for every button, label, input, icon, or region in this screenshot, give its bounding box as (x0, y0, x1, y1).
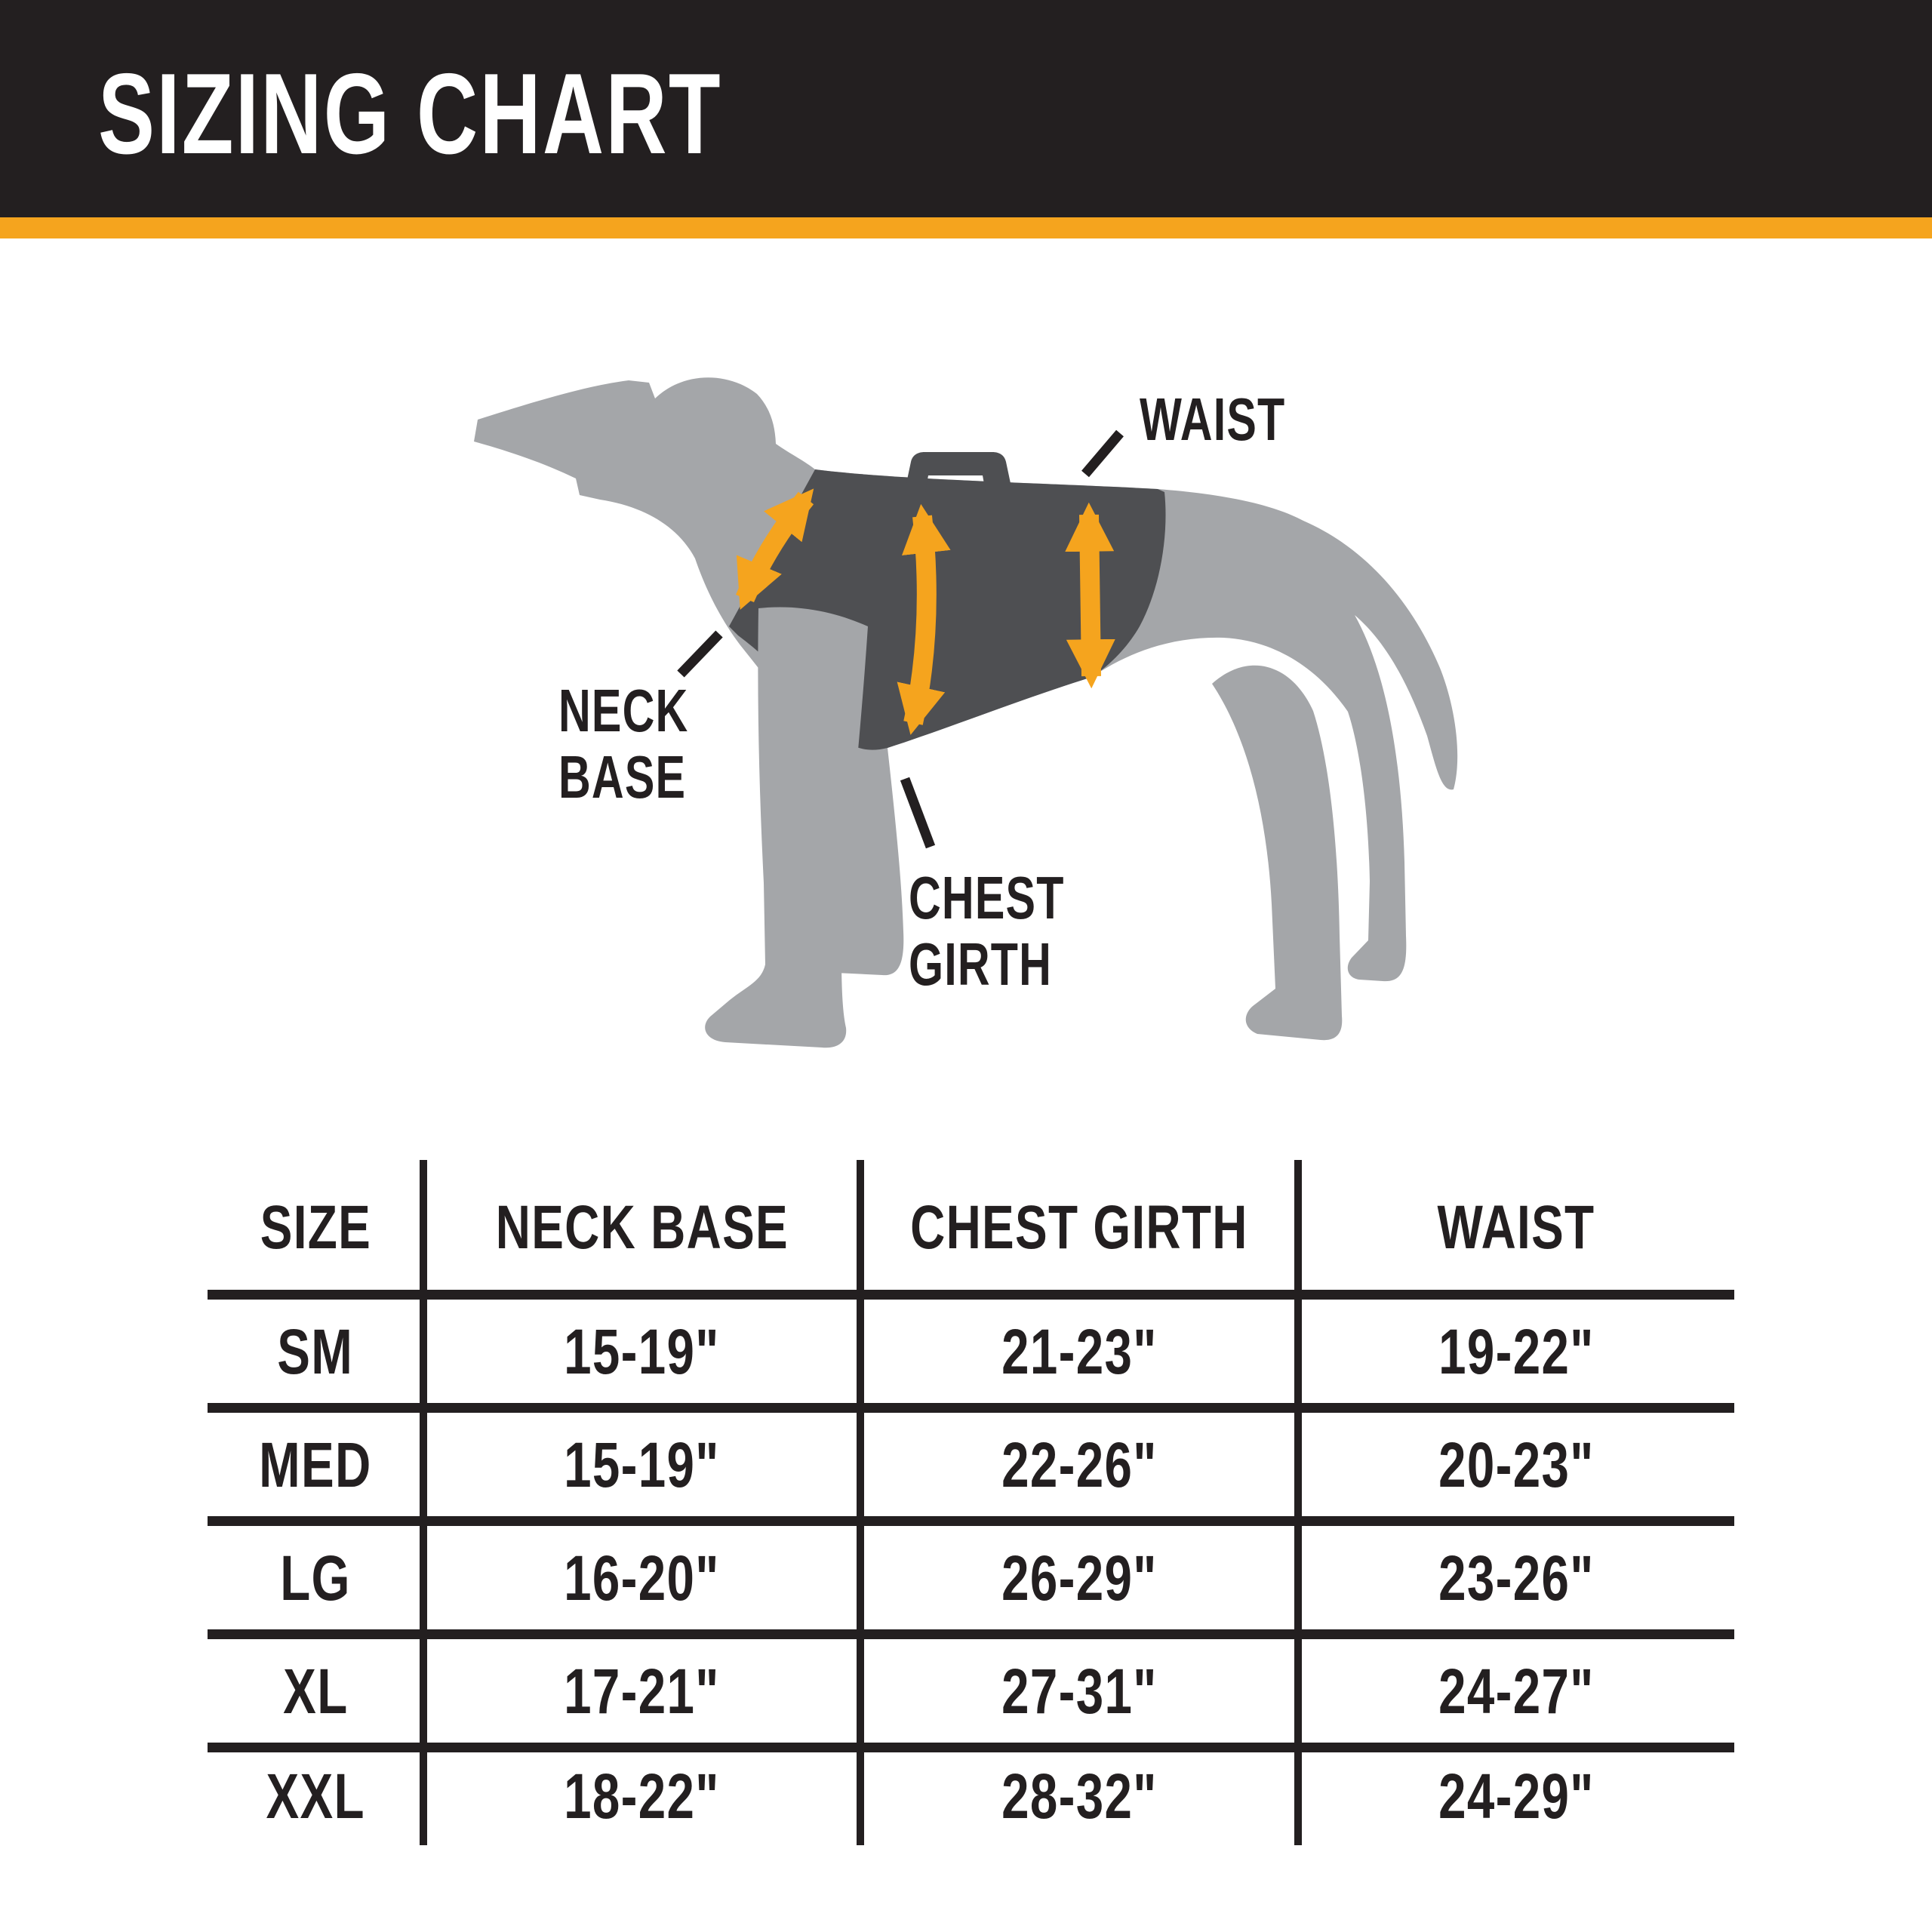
row-lg-size: LG (280, 1542, 351, 1614)
table-horizontal-rule-5 (208, 1743, 1734, 1752)
waist-label: WAIST (1140, 386, 1286, 453)
row-xl-waist: 24-27" (1438, 1655, 1595, 1727)
chest-girth-tick-line (900, 777, 936, 849)
col-header-chest-girth: CHEST GIRTH (910, 1192, 1248, 1262)
neck-base-tick-line (677, 630, 723, 678)
sizing-table-grid: SIZE NECK BASE CHEST GIRTH WAIST SM 15-1… (208, 1160, 1734, 1845)
page-title: SIZING CHART (98, 57, 941, 171)
row-med-size: MED (259, 1429, 372, 1500)
table-horizontal-rule-2 (208, 1403, 1734, 1413)
row-med-chest-girth: 22-26" (1001, 1429, 1158, 1500)
dog-front-leg (705, 607, 868, 1048)
accent-stripe (0, 217, 1932, 238)
row-med-neck-base: 15-19" (564, 1429, 720, 1500)
dog-measurement-diagram: WAIST NECK BASE CHEST GIRTH (0, 236, 1932, 1172)
col-header-size: SIZE (260, 1192, 371, 1262)
row-xxl-waist: 24-29" (1438, 1761, 1595, 1832)
row-sm-size: SM (277, 1315, 354, 1387)
row-sm-chest-girth: 21-23" (1001, 1315, 1158, 1387)
page-title-text: SIZING CHART (98, 50, 722, 178)
sizing-table: SIZE NECK BASE CHEST GIRTH WAIST SM 15-1… (208, 1160, 1734, 1845)
row-sm-neck-base: 15-19" (564, 1315, 720, 1387)
neck-base-measure-arrow (736, 488, 814, 610)
waist-measure-arrow (1065, 502, 1115, 689)
col-header-neck-base: NECK BASE (495, 1192, 789, 1262)
dog-rear-leg (1212, 665, 1343, 1041)
row-xxl-size: XXL (266, 1761, 365, 1832)
chest-girth-label: CHEST GIRTH (909, 864, 1065, 998)
table-horizontal-rule-3 (208, 1516, 1734, 1526)
row-lg-waist: 23-26" (1438, 1542, 1595, 1614)
row-lg-neck-base: 16-20" (564, 1542, 720, 1614)
table-vertical-rule-3 (1294, 1160, 1302, 1845)
table-vertical-rule-1 (420, 1160, 427, 1845)
row-xl-size: XL (282, 1655, 349, 1727)
row-xl-chest-girth: 27-31" (1001, 1655, 1158, 1727)
harness-handle-icon (895, 452, 1022, 492)
waist-tick-line (1081, 429, 1124, 478)
row-xxl-neck-base: 18-22" (564, 1761, 720, 1832)
table-vertical-rule-2 (857, 1160, 864, 1845)
table-horizontal-rule-4 (208, 1629, 1734, 1639)
col-header-waist: WAIST (1437, 1192, 1595, 1262)
row-sm-waist: 19-22" (1438, 1315, 1595, 1387)
dog-diagram-canvas (474, 377, 1458, 1048)
row-lg-chest-girth: 26-29" (1001, 1542, 1158, 1614)
row-xxl-chest-girth: 28-32" (1001, 1761, 1158, 1832)
row-med-waist: 20-23" (1438, 1429, 1595, 1500)
neck-base-label: NECK BASE (558, 677, 689, 811)
table-horizontal-rule-1 (208, 1290, 1734, 1300)
chest-girth-measure-arrow (897, 503, 951, 735)
header-bar (0, 0, 1932, 217)
row-xl-neck-base: 17-21" (564, 1655, 720, 1727)
